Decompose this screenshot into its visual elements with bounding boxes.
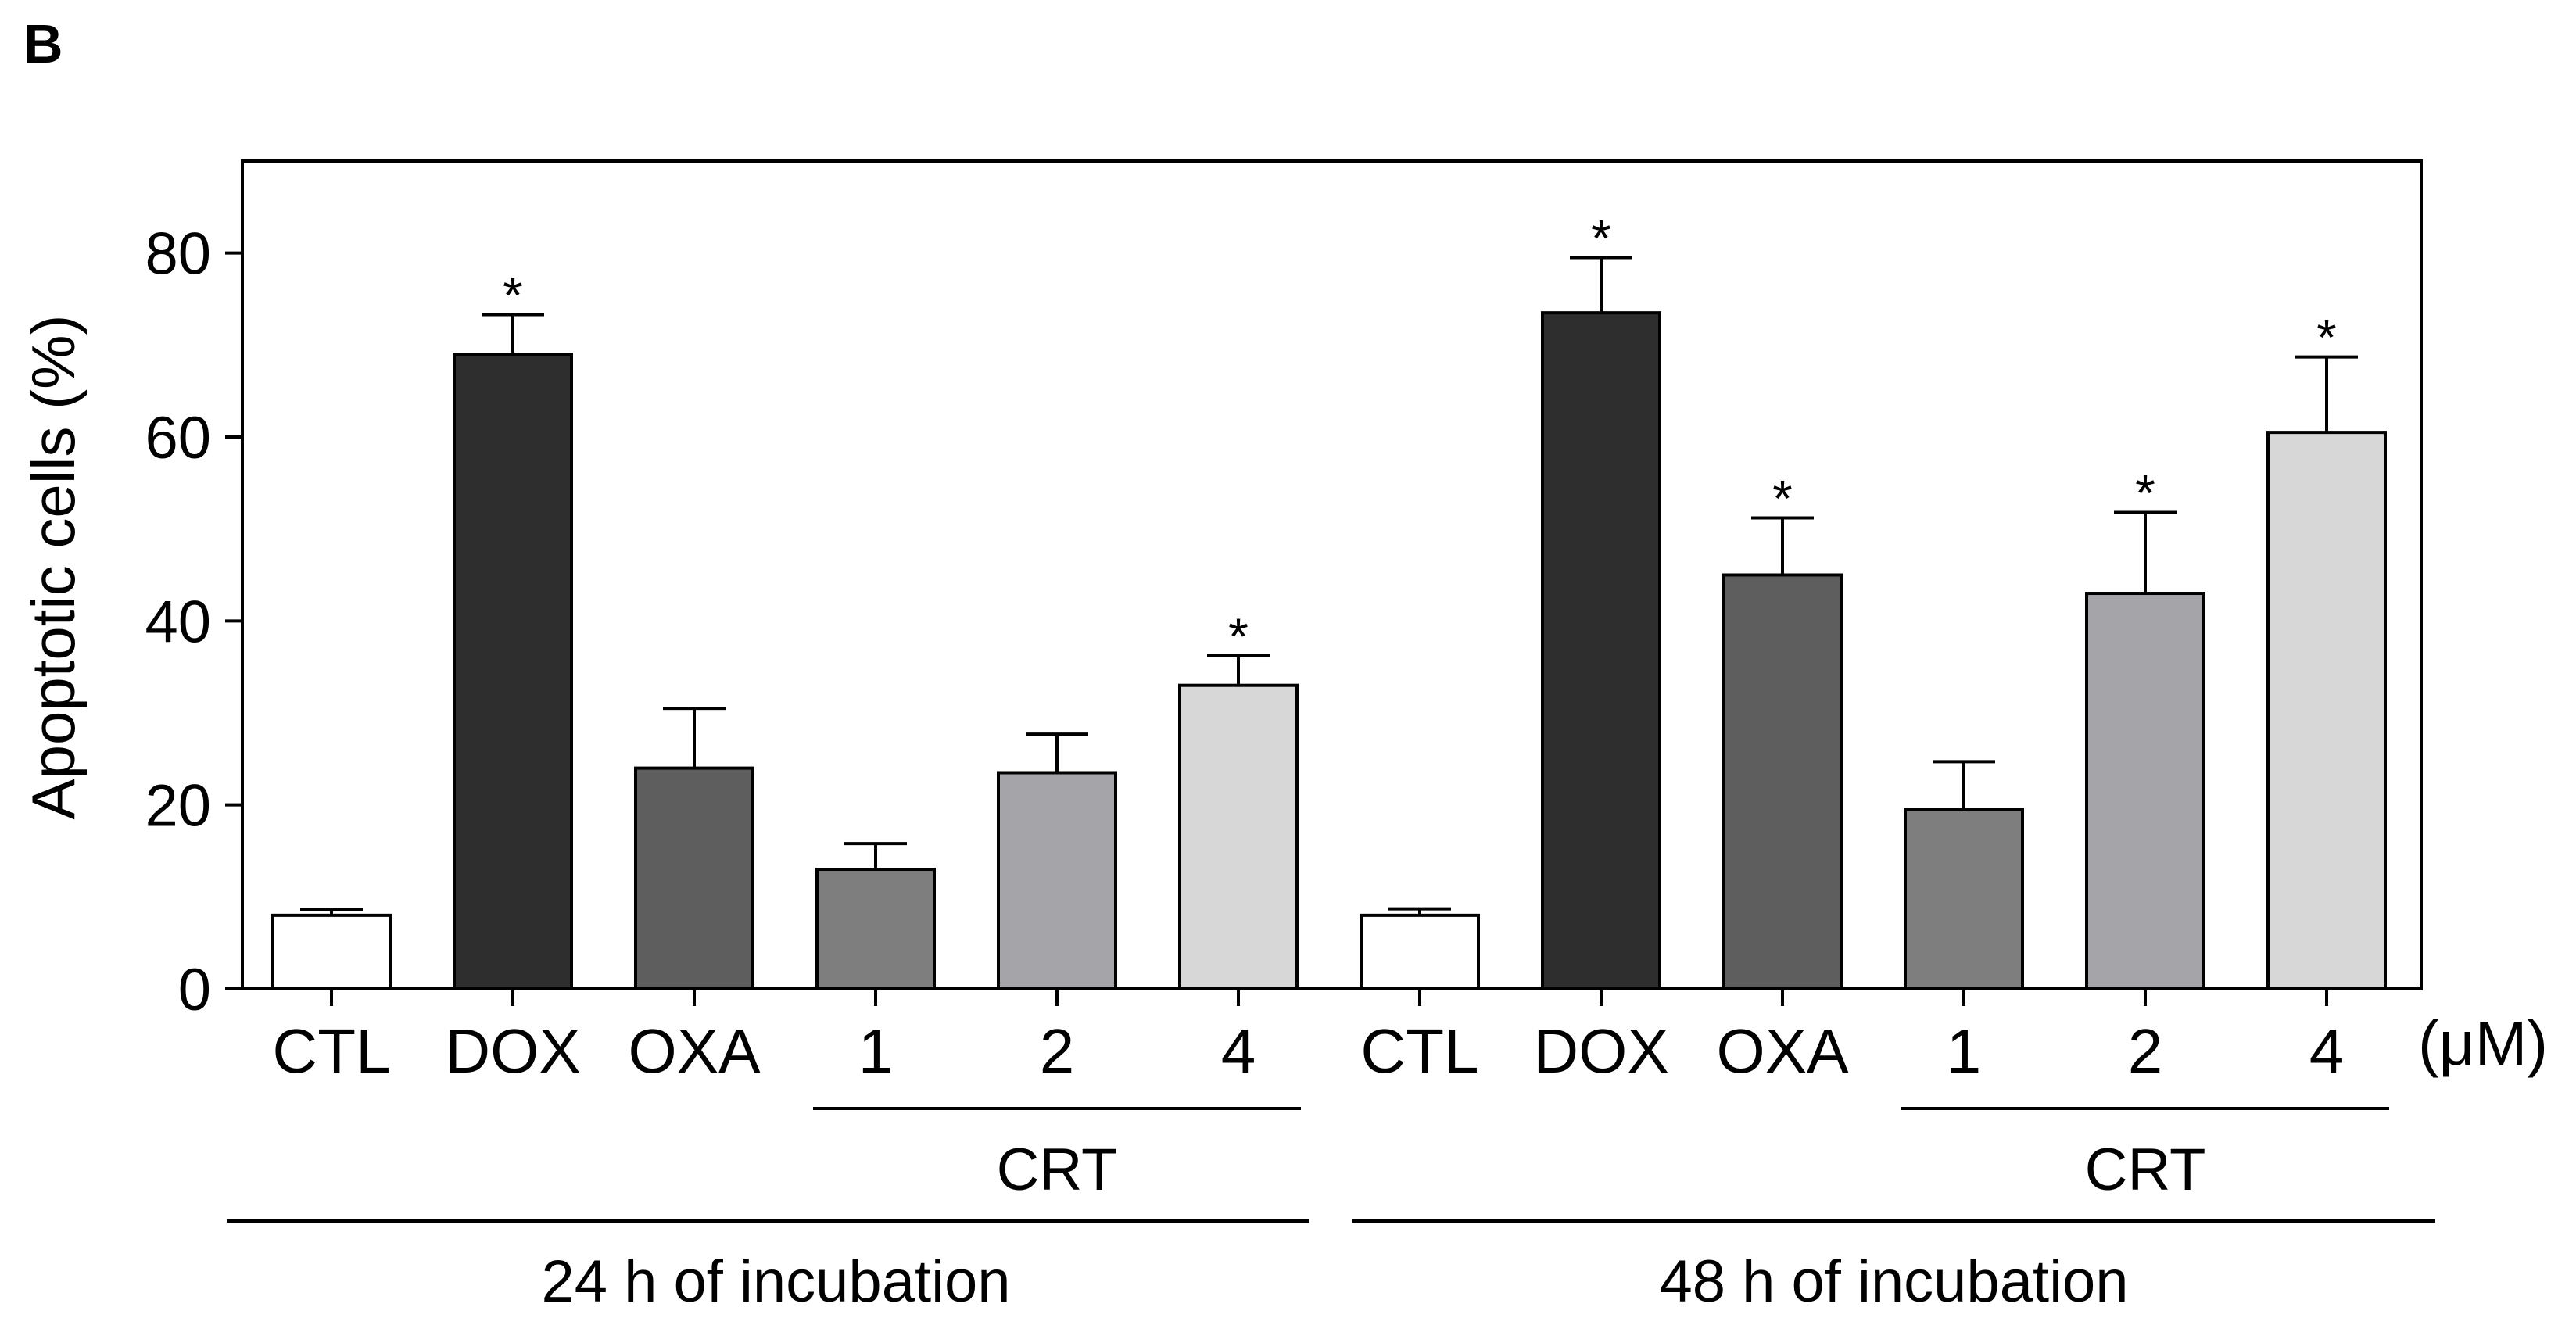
significance-star-5: * [1228, 607, 1249, 665]
bar-5 [1178, 683, 1299, 990]
x-category-label-8: OXA [1717, 1016, 1850, 1086]
group-label-1: 48 h of incubation [1659, 1248, 2128, 1315]
x-category-label-11: 4 [2309, 1016, 2345, 1086]
y-axis-title: Apoptotic cells (%) [19, 315, 88, 820]
y-tick-label: 40 [145, 589, 211, 655]
x-category-label-10: 2 [2128, 1016, 2163, 1086]
significance-markers: * * * * * * [503, 209, 2337, 665]
x-category-label-5: 4 [1221, 1016, 1256, 1086]
y-tick-label: 0 [178, 957, 211, 1023]
error-bars [300, 256, 2358, 915]
significance-star-11: * [2316, 309, 2337, 367]
group-label-0: 24 h of incubation [541, 1248, 1010, 1315]
plot-area [241, 159, 2423, 990]
x-category-label-7: DOX [1533, 1016, 1668, 1086]
y-tick-label: 60 [145, 405, 211, 471]
y-tick-label: 80 [145, 221, 211, 288]
unit-label: (μM) [2418, 1008, 2548, 1078]
bar-1 [453, 353, 573, 991]
bar-0 [271, 913, 392, 991]
bars [271, 311, 2387, 991]
plot-frame [241, 159, 2423, 990]
significance-star-10: * [2135, 464, 2155, 521]
bar-2 [634, 766, 754, 990]
x-category-label-1: DOX [445, 1016, 580, 1086]
x-category-label-0: CTL [272, 1016, 390, 1086]
x-category-label-2: OXA [629, 1016, 761, 1086]
significance-star-1: * [503, 267, 523, 324]
significance-star-7: * [1591, 209, 1611, 267]
panel-label: B [23, 13, 63, 74]
bar-3 [815, 868, 936, 990]
subgroup-label-1: CRT [2085, 1137, 2206, 1203]
bar-9 [1904, 808, 2024, 991]
x-category-label-6: CTL [1360, 1016, 1478, 1086]
x-category-label-4: 2 [1040, 1016, 1075, 1086]
subgroup-label-0: CRT [997, 1137, 1118, 1203]
x-category-label-9: 1 [1947, 1016, 1982, 1086]
bar-8 [1722, 573, 1843, 990]
bar-10 [2085, 592, 2205, 990]
bar-6 [1360, 913, 1480, 991]
y-axis: 0 20 40 60 80 [145, 221, 242, 1023]
subgroup-brackets: CRT CRT [813, 1107, 2389, 1203]
y-tick-label: 20 [145, 773, 211, 840]
bar-7 [1541, 311, 1661, 990]
significance-star-8: * [1772, 470, 1793, 528]
x-category-labels: CTL DOX OXA 1 2 4 CTL DOX OXA 1 2 4 [272, 989, 2344, 1086]
bar-4 [997, 771, 1117, 990]
x-category-label-3: 1 [858, 1016, 894, 1086]
bar-11 [2266, 431, 2387, 990]
group-brackets: 24 h of incubation 48 h of incubation [227, 1219, 2435, 1315]
